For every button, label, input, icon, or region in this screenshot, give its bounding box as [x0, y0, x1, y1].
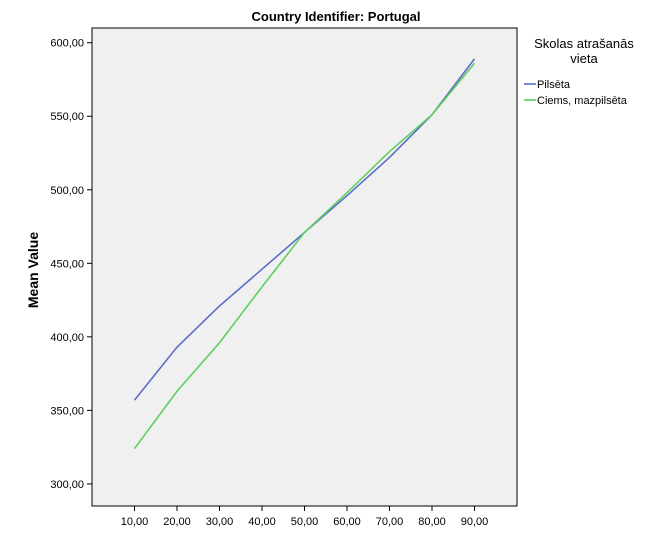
x-axis: 10,00 20,00 30,00 40,00 50,00 60,00 70,00 80,00…: [121, 506, 489, 528]
chart-title: Country Identifier: Portugal: [252, 9, 421, 24]
y-tick-label: 400,00: [50, 332, 84, 344]
x-tick-label: 90,00: [461, 516, 489, 528]
y-tick-label: 600,00: [50, 38, 84, 50]
y-axis-label: Mean Value: [25, 232, 41, 308]
y-tick-label: 300,00: [50, 479, 84, 491]
x-tick-label: 70,00: [376, 516, 404, 528]
x-tick-label: 40,00: [248, 516, 276, 528]
legend: Skolas atrašanās vieta Pilsēta Ciems, maz…: [524, 36, 634, 107]
series-line-1: [133, 62, 476, 450]
plot-area: [91, 27, 518, 507]
x-tick-label: 10,00: [121, 516, 149, 528]
series-lines: [133, 58, 476, 450]
legend-label-0: Pilsēta: [537, 79, 571, 91]
y-tick-label: 450,00: [50, 258, 84, 270]
x-tick-label: 30,00: [206, 516, 234, 528]
y-tick-label: 500,00: [50, 185, 84, 197]
x-tick-label: 60,00: [333, 516, 361, 528]
legend-title-line-1: Skolas atrašanās: [534, 36, 634, 51]
y-tick-label: 350,00: [50, 405, 84, 417]
x-tick-label: 20,00: [163, 516, 191, 528]
y-axis: 300,00 350,00 400,00 450,00 500,00 550,00 600,…: [50, 38, 92, 491]
legend-label-1: Ciems, mazpilsēta: [537, 95, 628, 107]
legend-title-line-2: vieta: [570, 51, 598, 66]
x-tick-label: 80,00: [418, 516, 446, 528]
x-tick-label: 50,00: [291, 516, 319, 528]
y-tick-label: 550,00: [50, 111, 84, 123]
